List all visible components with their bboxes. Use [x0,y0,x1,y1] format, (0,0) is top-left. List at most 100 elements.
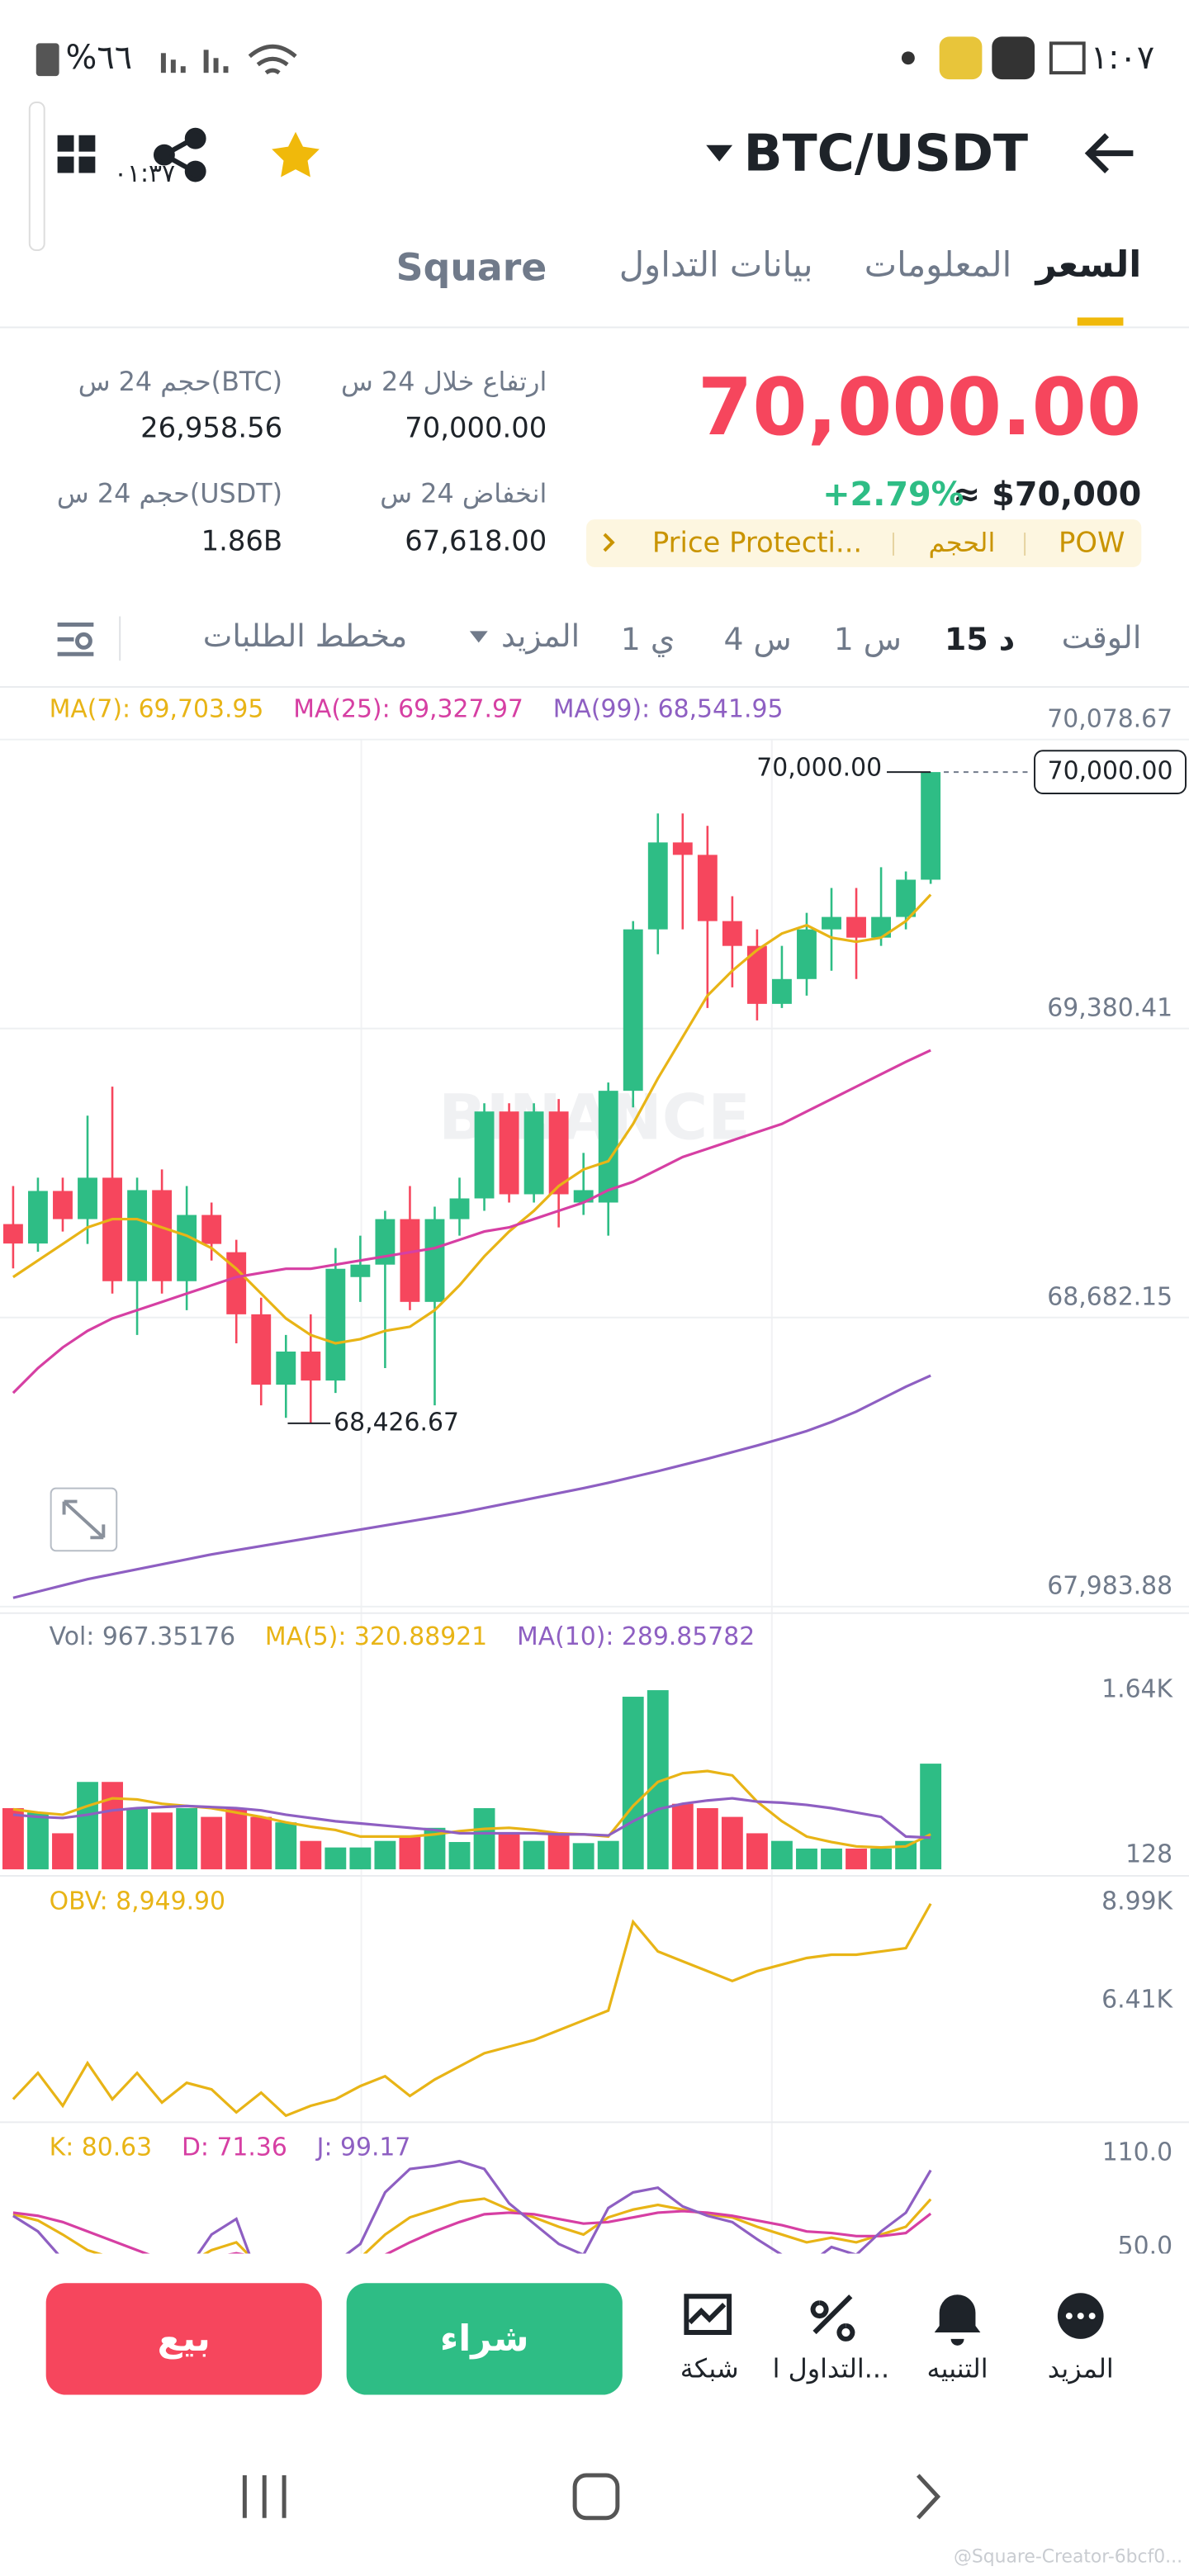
pair-title[interactable]: BTC/USDT [744,124,1028,183]
candle-body [523,1111,544,1195]
dot [901,51,915,65]
legend-item: Vol: 967.35176 [50,1622,235,1651]
tab-active[interactable]: السعر [1034,244,1141,286]
back-button[interactable] [916,2474,941,2520]
chevron [603,533,615,552]
interval[interactable]: 1 ي [621,621,675,657]
legend-item: MA(10): 289.85782 [517,1622,755,1651]
volume-bar [349,1847,372,1870]
legend-item: OBV: 8,949.90 [50,1887,225,1915]
volume-bar [846,1848,867,1870]
price-change: +2.79% [822,476,964,514]
y-tick-label: 128 [1125,1840,1172,1869]
settings-icon[interactable] [57,622,94,656]
depth-chart[interactable]: مخطط الطلبات [203,618,407,654]
pair-dropdown[interactable] [706,144,733,162]
indicator-line [12,1797,931,1840]
watermark: @Square-Creator-6bcf0... [954,2546,1182,2567]
volume-bar [176,1807,198,1870]
buy-button[interactable] [346,2283,623,2395]
low-label: 68,426.67 [334,1408,459,1437]
tab[interactable]: المعلومات [865,244,1011,284]
y-tick-label: 70,078.67 [1047,704,1172,733]
chart-panel [12,2159,932,2254]
legend-item: J: 99.17 [315,2133,411,2162]
sell-button[interactable] [45,2283,322,2395]
volume-bar [374,1840,396,1870]
app-icon [992,36,1035,80]
y-tick-label: 6.41K [1101,1986,1173,2015]
candle-body [2,1224,23,1244]
volume-bar [671,1803,694,1870]
stat-value: 70,000.00 [405,411,547,443]
edge-handle [28,101,45,251]
alert-icon[interactable] [934,2294,981,2346]
home-button[interactable] [572,2473,620,2521]
tab[interactable]: Square [396,245,547,289]
interval-bar: الوقت 15 د 1 س 4 س 1 ي المزيد مخطط الطلب… [0,616,1189,689]
volume-bar [225,1807,248,1870]
candle-body [449,1198,470,1219]
tag-strip [586,519,1142,567]
volume-bar [275,1822,297,1870]
interval-more[interactable]: المزيد [501,618,580,655]
volume-bar [52,1833,73,1870]
volume-bar [771,1840,793,1870]
candle-body [647,842,668,930]
recents-button[interactable] [242,2475,287,2518]
indicator-line [12,2159,932,2254]
interval-active[interactable]: 15 د [945,621,1015,657]
candle-body [822,916,841,930]
candle-body [474,1111,495,1199]
bottom-bar: بيع شراء شبكة التداول ا... التنبيه المزي… [0,2253,1189,2576]
grid-bot-icon[interactable] [684,2294,732,2335]
grid-icon[interactable] [57,135,96,173]
interval[interactable]: 1 س [834,621,902,657]
volume-bar [721,1816,743,1870]
tag[interactable]: POW [1059,527,1125,559]
interval[interactable]: 4 س [723,621,791,657]
app-icon [939,36,983,80]
y-tick-label: 8.99K [1101,1887,1173,1915]
expand-icon [62,1499,106,1540]
header: ٠١:٣٧ BTC/USDT [28,101,1134,251]
ticker: 70,000.00 ≈ $70,000 +2.79% POW الحجم Pri… [57,361,1142,567]
action-label: المزيد [1048,2353,1114,2384]
stat-label: حجم 24 س(USDT) [57,477,282,509]
tag[interactable]: الحجم [929,527,996,558]
candle-body [201,1215,222,1244]
candle-body [375,1219,396,1265]
candle-body [28,1191,48,1244]
high-label: 70,000.00 [756,754,882,783]
battery-level: %٦٦ [66,39,133,77]
last-price-label: 70,000.00 [1048,757,1173,786]
volume-bar [27,1812,49,1870]
nav-bar: @Square-Creator-6bcf0... [242,2473,1182,2567]
candle-body [350,1264,371,1277]
back-arrow[interactable] [1084,133,1134,173]
tag[interactable]: Price Protecti... [652,527,862,559]
volume-bar [920,1764,942,1870]
volume-bar [547,1833,570,1870]
volume-bar [746,1833,768,1870]
candle-body [548,1111,569,1195]
action-label: التداول ا... [773,2353,889,2384]
favorite-star[interactable] [272,131,320,178]
candle-body [499,1111,519,1195]
candle-body [251,1314,272,1385]
legend-item: D: 71.36 [182,2133,287,2162]
candle-body [573,1190,594,1203]
margin-icon[interactable] [810,2294,855,2342]
volume-bar [2,1807,24,1870]
y-tick-label: 1.64K [1101,1675,1173,1704]
legend-item: MA(25): 69,327.97 [293,694,523,723]
sell-label: بيع [158,2318,211,2360]
candle-body [846,916,866,938]
volume-bar [821,1848,842,1870]
legend-item: MA(5): 320.88921 [265,1622,487,1651]
indicator-line [12,1902,932,2118]
share-icon[interactable] [153,127,206,182]
tab[interactable]: بيانات التداول [619,244,813,284]
stat-value: 67,618.00 [405,525,547,557]
volume-bar [572,1843,594,1870]
